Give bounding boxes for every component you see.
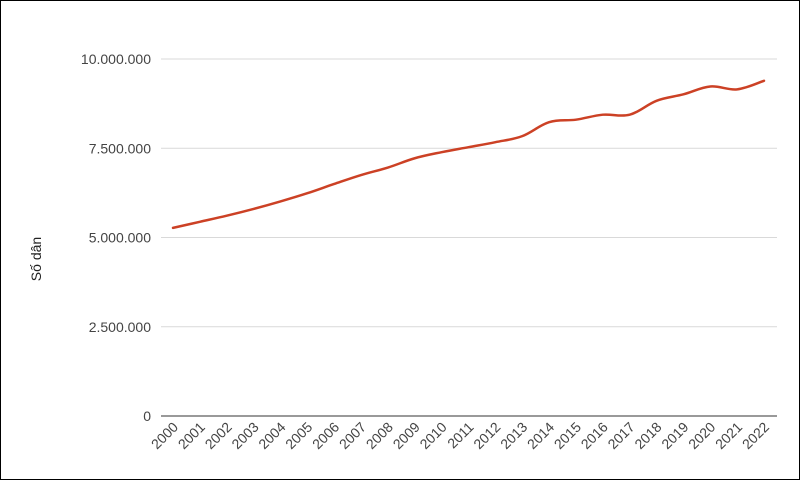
x-tick-label: 2003	[228, 419, 261, 452]
x-tick-label: 2019	[658, 419, 691, 452]
x-tick-label: 2010	[416, 419, 449, 452]
x-tick-label: 2002	[202, 419, 235, 452]
y-tick-label: 2.500.000	[89, 319, 151, 335]
x-tick-label: 2005	[282, 419, 315, 452]
y-tick-label: 0	[143, 408, 151, 424]
y-tick-label: 10.000.000	[81, 51, 151, 67]
x-tick-label: 2016	[578, 419, 611, 452]
x-tick-label: 2014	[524, 419, 557, 452]
series-layer	[171, 79, 766, 230]
y-tick-labels: 0 2.500.000 5.000.000 7.500.000 10.000.000	[81, 51, 151, 424]
series-line	[171, 79, 766, 230]
x-tick-label: 2015	[551, 419, 584, 452]
x-tick-labels: 2000200120022003200420052006200720082009…	[148, 419, 772, 452]
y-tick-label: 7.500.000	[89, 140, 151, 156]
x-tick-label: 2009	[390, 419, 423, 452]
x-tick-label: 2020	[685, 419, 718, 452]
x-tick-label: 2017	[604, 419, 637, 452]
x-tick-label: 2022	[739, 419, 772, 452]
x-tick-label: 2006	[309, 419, 342, 452]
x-tick-label: 2011	[444, 419, 477, 452]
x-tick-label: 2004	[255, 419, 288, 452]
grid-layer	[161, 58, 777, 417]
x-tick-label: 2001	[175, 419, 208, 452]
x-tick-label: 2021	[712, 419, 745, 452]
x-tick-label: 2018	[631, 419, 664, 452]
x-tick-label: 2007	[336, 419, 369, 452]
x-tick-label: 2000	[148, 419, 181, 452]
x-tick-label: 2013	[497, 419, 530, 452]
x-tick-label: 2012	[470, 419, 503, 452]
x-tick-label: 2008	[363, 419, 396, 452]
y-tick-label: 5.000.000	[89, 230, 151, 246]
y-axis-title: Số dân	[28, 237, 44, 281]
